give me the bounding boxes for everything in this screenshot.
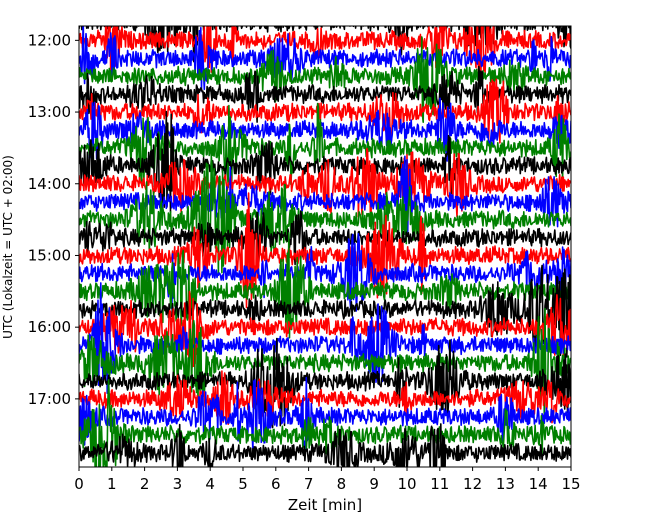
x-tick-label: 0 (74, 475, 84, 493)
trace-line (79, 155, 571, 276)
x-tick-label: 14 (529, 475, 548, 493)
trace-line (79, 192, 571, 309)
x-tick-label: 13 (496, 475, 515, 493)
x-tick-label: 2 (140, 475, 150, 493)
trace-line (79, 423, 571, 467)
y-tick-label: 13:00 (28, 103, 71, 121)
trace-line (79, 232, 571, 312)
trace-line (79, 379, 571, 467)
x-tick-label: 15 (561, 475, 580, 493)
x-tick-label: 7 (304, 475, 314, 493)
trace-line (79, 210, 571, 267)
trace-line (79, 307, 571, 418)
trace-group (79, 26, 571, 467)
trace-line (79, 26, 571, 81)
trace-line (79, 264, 571, 358)
x-tick-label: 9 (369, 475, 379, 493)
y-tick-label: 14:00 (28, 175, 71, 193)
x-tick-label: 11 (430, 475, 449, 493)
trace-line (79, 337, 571, 429)
trace-line (79, 376, 571, 454)
plot-frame (78, 25, 572, 468)
y-tick-label: 17:00 (28, 390, 71, 408)
trace-line (79, 26, 571, 92)
x-tick-label: 8 (337, 475, 347, 493)
trace-line (79, 370, 571, 425)
x-tick-label: 4 (205, 475, 215, 493)
y-tick-label: 16:00 (28, 318, 71, 336)
trace-line (79, 102, 571, 189)
x-tick-label: 12 (463, 475, 482, 493)
x-axis-label: Zeit [min] (288, 496, 362, 514)
trace-line (79, 155, 571, 235)
trace-line (79, 97, 571, 162)
y-tick-label: 15:00 (28, 246, 71, 264)
trace-line (79, 290, 571, 368)
trace-line (79, 147, 571, 220)
trace-line (79, 78, 571, 144)
x-tick-label: 5 (238, 475, 248, 493)
x-tick-label: 6 (271, 475, 281, 493)
x-tick-label: 1 (107, 475, 117, 493)
y-tick-label: 12:00 (28, 31, 71, 49)
x-axis: 0 1 2 3 4 5 6 7 8 9 10 11 12 13 14 15 (74, 467, 581, 493)
trace-line (79, 36, 571, 123)
y-axis-label: UTC (Lokalzeit = UTC + 02:00) (1, 155, 15, 339)
x-tick-label: 3 (173, 475, 183, 493)
y-axis: 12:00 13:00 14:00 15:00 16:00 17:00 (28, 31, 79, 408)
x-tick-label: 10 (397, 475, 416, 493)
